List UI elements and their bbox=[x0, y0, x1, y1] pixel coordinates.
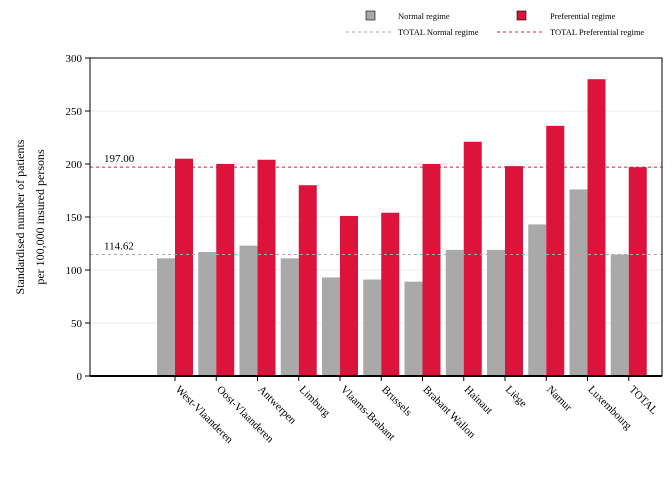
bar-preferential bbox=[216, 164, 235, 376]
bars bbox=[157, 79, 647, 376]
bar-preferential bbox=[340, 215, 358, 376]
bar-normal bbox=[322, 277, 340, 376]
y-tick-label: 0 bbox=[77, 371, 83, 383]
bar-normal bbox=[404, 281, 423, 376]
legend: Normal regime Preferential regime TOTAL … bbox=[346, 10, 644, 37]
y-axis-ticks: 0 50 100 150 200 250 300 bbox=[66, 53, 90, 383]
bar-normal bbox=[198, 251, 217, 376]
legend-label-normal: Normal regime bbox=[398, 11, 450, 21]
y-tick-label: 50 bbox=[71, 318, 83, 330]
bar-normal bbox=[239, 245, 258, 376]
legend-label-total-normal: TOTAL Normal regime bbox=[398, 27, 479, 37]
legend-swatch-preferential bbox=[516, 10, 527, 21]
bar-normal bbox=[569, 189, 588, 376]
bar-normal bbox=[363, 279, 382, 376]
x-tick-label: Hainaut bbox=[462, 384, 495, 417]
bar-normal bbox=[157, 258, 175, 376]
bar-preferential bbox=[298, 185, 317, 376]
legend-label-total-preferential: TOTAL Preferential regime bbox=[550, 27, 644, 37]
y-axis-title: Standardised number of patients per 100,… bbox=[13, 139, 47, 294]
reference-line-label: 197.00 bbox=[104, 153, 135, 165]
legend-label-preferential: Preferential regime bbox=[550, 11, 616, 21]
reference-lines: 114.62 197.00 bbox=[90, 153, 662, 256]
bar-normal bbox=[445, 249, 464, 376]
x-tick-label: Brussels bbox=[379, 384, 414, 419]
bar-preferential bbox=[505, 166, 523, 376]
bar-preferential bbox=[175, 158, 193, 376]
x-axis-labels: West-VlaanderenOost-VlaanderenAntwerpenL… bbox=[173, 376, 660, 446]
bar-preferential bbox=[257, 159, 276, 376]
bar-preferential bbox=[546, 125, 565, 376]
bar-preferential bbox=[463, 141, 482, 376]
bar-preferential bbox=[587, 79, 606, 376]
bar-normal bbox=[280, 258, 299, 376]
y-tick-label: 250 bbox=[66, 106, 83, 118]
y-axis-title-line-2: per 100,000 insured persons bbox=[33, 149, 47, 285]
y-tick-label: 150 bbox=[66, 212, 83, 224]
bar-preferential bbox=[422, 164, 441, 376]
legend-swatch-normal bbox=[365, 10, 376, 21]
bar-normal bbox=[487, 249, 505, 376]
bar-preferential bbox=[628, 167, 647, 376]
x-tick-label: Limburg bbox=[297, 384, 333, 420]
x-tick-label: TOTAL bbox=[627, 384, 660, 417]
x-tick-label: Namur bbox=[544, 384, 574, 414]
bar-normal bbox=[528, 224, 547, 376]
bar-normal bbox=[610, 254, 629, 376]
reference-line-label: 114.62 bbox=[104, 241, 134, 253]
x-tick-label: Antwerpen bbox=[255, 384, 298, 427]
bar-preferential bbox=[381, 212, 400, 376]
y-axis-title-line-1: Standardised number of patients bbox=[13, 139, 27, 294]
y-tick-label: 100 bbox=[66, 265, 83, 277]
x-tick-label: Liège bbox=[503, 384, 529, 410]
y-tick-label: 300 bbox=[66, 53, 83, 65]
y-tick-label: 200 bbox=[66, 159, 83, 171]
